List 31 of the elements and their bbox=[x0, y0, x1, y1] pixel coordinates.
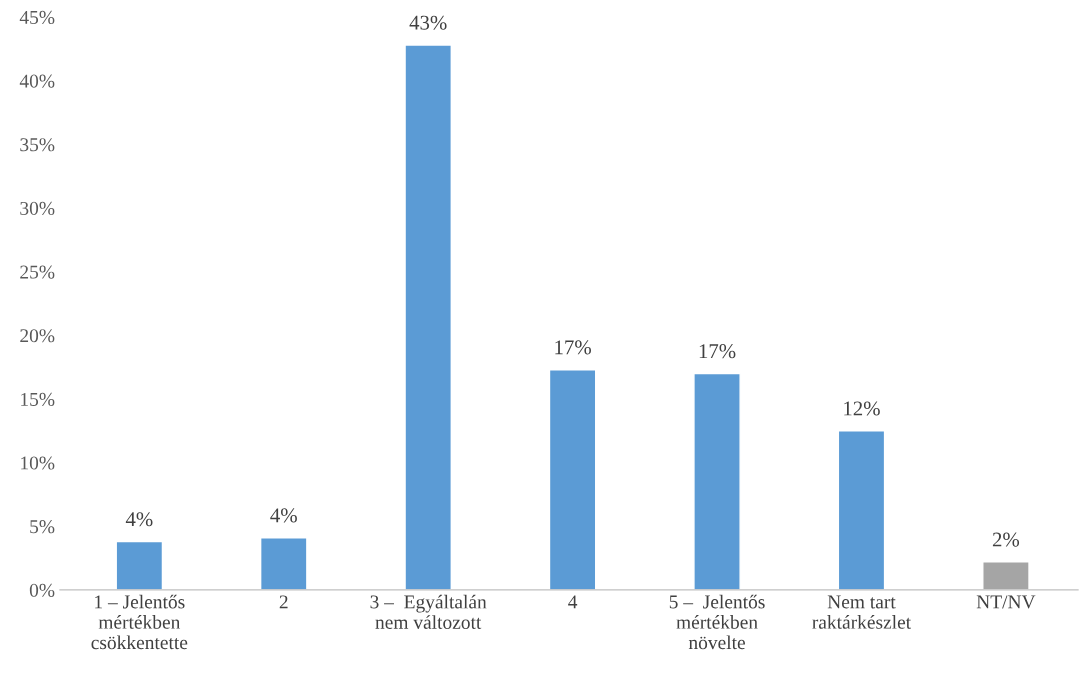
y-tick-label: 0% bbox=[29, 583, 55, 597]
y-tick-label: 20% bbox=[20, 329, 55, 343]
bar bbox=[115, 540, 164, 590]
x-tick-label: 5 – Jelentős mértékben növelte bbox=[669, 594, 765, 650]
bar bbox=[259, 537, 308, 590]
bar bbox=[404, 44, 452, 590]
x-tick-label: Nem tart raktárkészlet bbox=[812, 595, 912, 629]
y-tick-label: 45% bbox=[19, 10, 55, 25]
x-tick-label: 3 – Egyáltalán nem változott bbox=[370, 594, 487, 629]
bar bbox=[548, 368, 597, 590]
y-tick-label: 10% bbox=[21, 456, 55, 470]
y-tick-label: 5% bbox=[30, 520, 55, 534]
y-tick-label: 25% bbox=[20, 265, 55, 279]
y-tick-label: 35% bbox=[20, 138, 55, 152]
data-label: 17% bbox=[555, 340, 591, 355]
x-tick-label: NT/NV bbox=[976, 595, 1036, 609]
data-label: 2% bbox=[992, 532, 1020, 547]
data-label: 4% bbox=[125, 512, 153, 527]
data-label: 43% bbox=[409, 15, 447, 30]
bar bbox=[693, 372, 741, 590]
data-label: 4% bbox=[270, 508, 297, 523]
y-tick-label: 30% bbox=[20, 201, 55, 216]
y-tick-label: 15% bbox=[21, 392, 55, 406]
y-tick-label: 40% bbox=[19, 74, 55, 88]
data-label: 12% bbox=[844, 401, 880, 416]
data-label: 17% bbox=[699, 344, 736, 359]
bar bbox=[837, 430, 886, 590]
bar bbox=[982, 561, 1030, 590]
x-tick-label: 2 bbox=[279, 595, 288, 609]
x-tick-label: 4 bbox=[568, 595, 578, 609]
x-tick-label: 1 – Jelentős mértékben csökkentette bbox=[91, 594, 188, 650]
